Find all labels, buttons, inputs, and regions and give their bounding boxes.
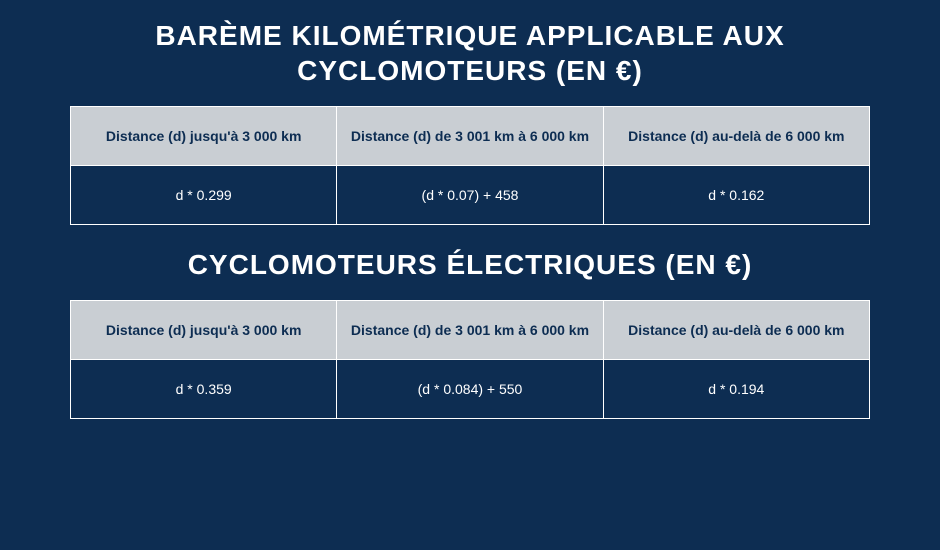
table-header-row: Distance (d) jusqu'à 3 000 km Distance (…	[71, 107, 870, 166]
cell-2: (d * 0.07) + 458	[337, 166, 603, 225]
cell-1: d * 0.359	[71, 360, 337, 419]
cell-3: d * 0.162	[603, 166, 869, 225]
table-cyclomoteurs: Distance (d) jusqu'à 3 000 km Distance (…	[70, 106, 870, 225]
col-header-3: Distance (d) au-delà de 6 000 km	[603, 301, 869, 360]
col-header-2: Distance (d) de 3 001 km à 6 000 km	[337, 107, 603, 166]
cell-1: d * 0.299	[71, 166, 337, 225]
col-header-3: Distance (d) au-delà de 6 000 km	[603, 107, 869, 166]
section1-title: BARÈME KILOMÉTRIQUE APPLICABLE AUX CYCLO…	[70, 18, 870, 88]
table-cyclomoteurs-electriques: Distance (d) jusqu'à 3 000 km Distance (…	[70, 300, 870, 419]
cell-3: d * 0.194	[603, 360, 869, 419]
col-header-1: Distance (d) jusqu'à 3 000 km	[71, 107, 337, 166]
col-header-2: Distance (d) de 3 001 km à 6 000 km	[337, 301, 603, 360]
cell-2: (d * 0.084) + 550	[337, 360, 603, 419]
table-row: d * 0.299 (d * 0.07) + 458 d * 0.162	[71, 166, 870, 225]
table-header-row: Distance (d) jusqu'à 3 000 km Distance (…	[71, 301, 870, 360]
section2-title: CYCLOMOTEURS ÉLECTRIQUES (EN €)	[70, 247, 870, 282]
col-header-1: Distance (d) jusqu'à 3 000 km	[71, 301, 337, 360]
page-container: BARÈME KILOMÉTRIQUE APPLICABLE AUX CYCLO…	[0, 0, 940, 550]
table-row: d * 0.359 (d * 0.084) + 550 d * 0.194	[71, 360, 870, 419]
